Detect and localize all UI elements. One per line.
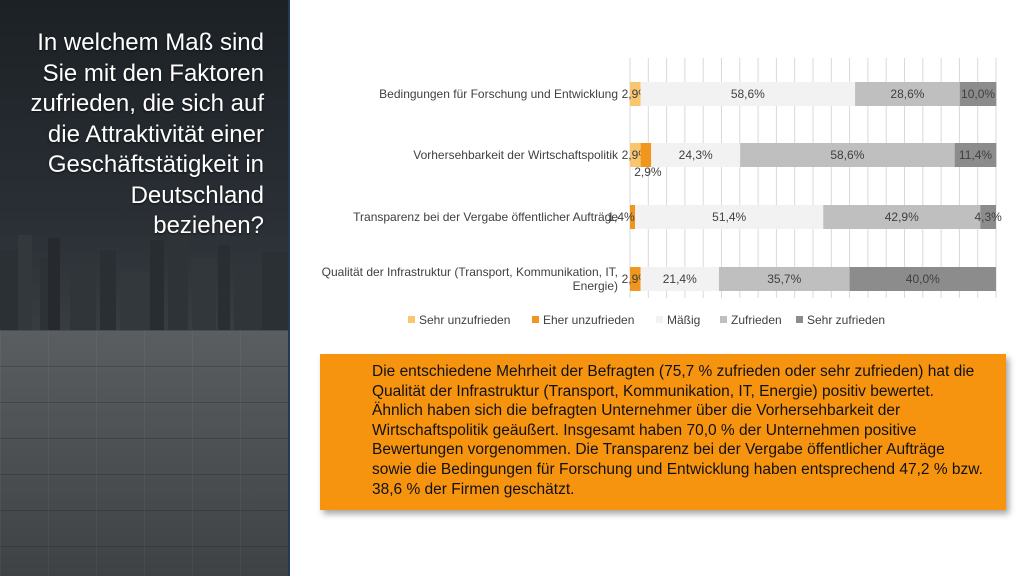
bar-segment [651,143,741,167]
bar-segment [630,143,641,167]
category-label-line: Transparenz bei der Vergabe öffentlicher… [353,210,618,224]
summary-text: Die entschiedene Mehrheit der Befragten … [372,363,983,498]
bar-segment [718,267,850,291]
data-label: 28,6% [890,87,924,101]
category-label-line: Bedingungen für Forschung und Entwicklun… [379,87,618,101]
legend-swatch [408,316,415,323]
legend-label: Mäßig [667,313,700,327]
category-label: Transparenz bei der Vergabe öffentlicher… [353,210,618,224]
bar-segment [959,82,997,106]
legend-label: Sehr unzufrieden [419,313,510,327]
bar-segment [954,143,997,167]
data-label: 40,0% [906,272,940,286]
summary-callout: Die entschiedene Mehrheit der Befragten … [320,354,1006,510]
bar-segment [630,205,636,229]
bar-segment [849,267,996,291]
panel-divider [288,0,290,576]
legend-swatch [720,316,727,323]
bar-segment [640,267,719,291]
chart-bars: 2,9% 58,6% 28,6% 10,0%2,9%2,9%24,3% 58,6% 11,… [607,82,1002,291]
data-label: 1,4% [607,210,635,224]
slide-title: In welchem Maß sind Sie mit den Faktoren… [30,29,264,239]
data-label: 42,9% [885,210,919,224]
category-label: Qualität der Infrastruktur (Transport, K… [322,265,618,293]
chart-legend: Sehr unzufrieden Eher unzufrieden Mäßig Zuf… [408,313,885,327]
legend-swatch [656,316,663,323]
data-label: 21,4% [663,272,697,286]
data-label: 51,4% [712,210,746,224]
bar-segment [630,82,641,106]
data-label: 35,7% [767,272,801,286]
tiled-floor [0,330,288,576]
bar-segment [640,143,652,167]
legend-label: Zufrieden [731,313,782,327]
legend-swatch [796,316,803,323]
bar-segment [635,205,824,229]
data-label: 4,3% [974,210,1002,224]
data-label: 58,6% [830,148,864,162]
category-label: Bedingungen für Forschung und Entwicklun… [379,87,618,101]
city-skyline [0,220,288,340]
data-label: 11,4% [959,148,992,162]
data-label: 2,9% [634,165,662,179]
background-image [0,0,288,576]
data-label: 10,0% [961,87,995,101]
bar-segment [855,82,960,106]
bar-segment [740,143,955,167]
category-label-line: Energie) [573,279,618,293]
legend-label: Eher unzufrieden [543,313,634,327]
bar-segment [980,205,996,229]
bar-segment [823,205,981,229]
legend-swatch [532,316,539,323]
bar-segment [640,82,856,106]
category-label-line: Vorhersehbarkeit der Wirtschaftspolitik [413,148,619,162]
bar-segment [630,267,641,291]
legend-label: Sehr zufrieden [807,313,885,327]
data-label: 58,6% [731,87,765,101]
data-label: 24,3% [679,148,713,162]
category-label-line: Qualität der Infrastruktur (Transport, K… [322,265,618,279]
stacked-bar-chart: 2,9% 58,6% 28,6% 10,0%2,9%2,9%24,3% 58,6% 11,… [322,58,1002,327]
category-axis: Bedingungen für Forschung und Entwicklun… [322,87,619,293]
category-label: Vorhersehbarkeit der Wirtschaftspolitik [413,148,619,162]
